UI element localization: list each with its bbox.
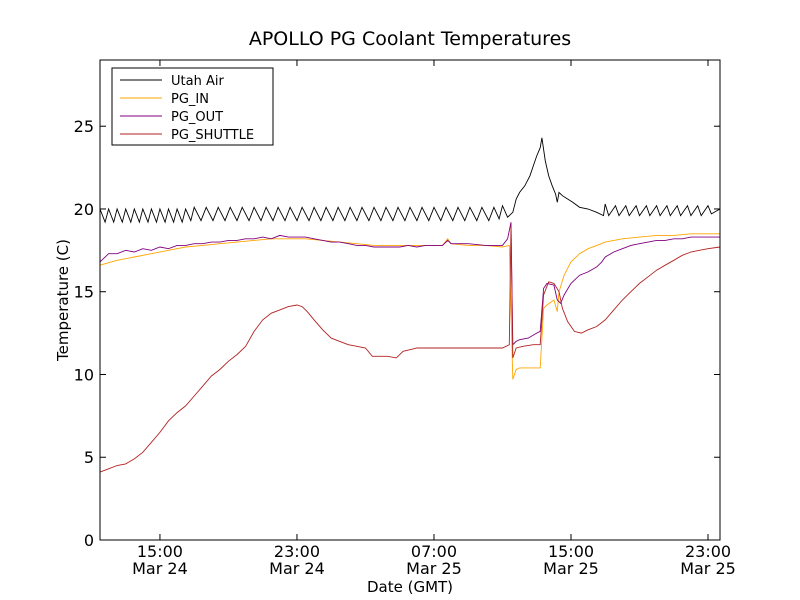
y-tick-label: 15	[74, 283, 94, 302]
x-tick-label-date: Mar 24	[269, 559, 325, 578]
y-tick-label: 25	[74, 117, 94, 136]
series-line-pg-in	[99, 233, 720, 380]
chart-title: APOLLO PG Coolant Temperatures	[249, 28, 571, 50]
legend-label-utah-air: Utah Air	[171, 74, 224, 89]
x-tick-label-date: Mar 25	[406, 559, 462, 578]
y-axis: 0 5 10 15 20 25	[74, 117, 720, 550]
x-tick-label-time: 23:00	[685, 542, 731, 561]
legend-label-pg-in: PG_IN	[171, 92, 209, 107]
y-tick-label: 10	[74, 365, 94, 384]
series-line-utah-air	[99, 137, 721, 224]
legend-label-pg-out: PG_OUT	[171, 110, 223, 125]
x-tick-label-date: Mar 25	[543, 559, 599, 578]
legend-box	[111, 67, 274, 146]
x-axis-label: Date (GMT)	[367, 578, 453, 596]
x-tick-label-time: 15:00	[548, 542, 594, 561]
series-line-pg-shuttle	[99, 225, 721, 473]
series-layer	[99, 137, 721, 473]
legend: Utah Air PG_IN PG_OUT PG_SHUTTLE	[111, 67, 274, 146]
x-tick-label-time: 07:00	[411, 542, 457, 561]
x-tick-label-date: Mar 25	[680, 559, 736, 578]
y-tick-label: 5	[84, 448, 94, 467]
legend-label-pg-shuttle: PG_SHUTTLE	[171, 128, 254, 143]
x-tick-label-time: 23:00	[274, 542, 320, 561]
series-line-pg-out	[99, 222, 720, 346]
x-tick-label-date: Mar 24	[132, 559, 188, 578]
y-axis-label: Temperature (C)	[54, 239, 72, 362]
y-tick-label: 20	[74, 200, 94, 219]
x-tick-label-time: 15:00	[137, 542, 183, 561]
plot-frame	[99, 59, 721, 541]
y-tick-label: 0	[84, 531, 94, 550]
